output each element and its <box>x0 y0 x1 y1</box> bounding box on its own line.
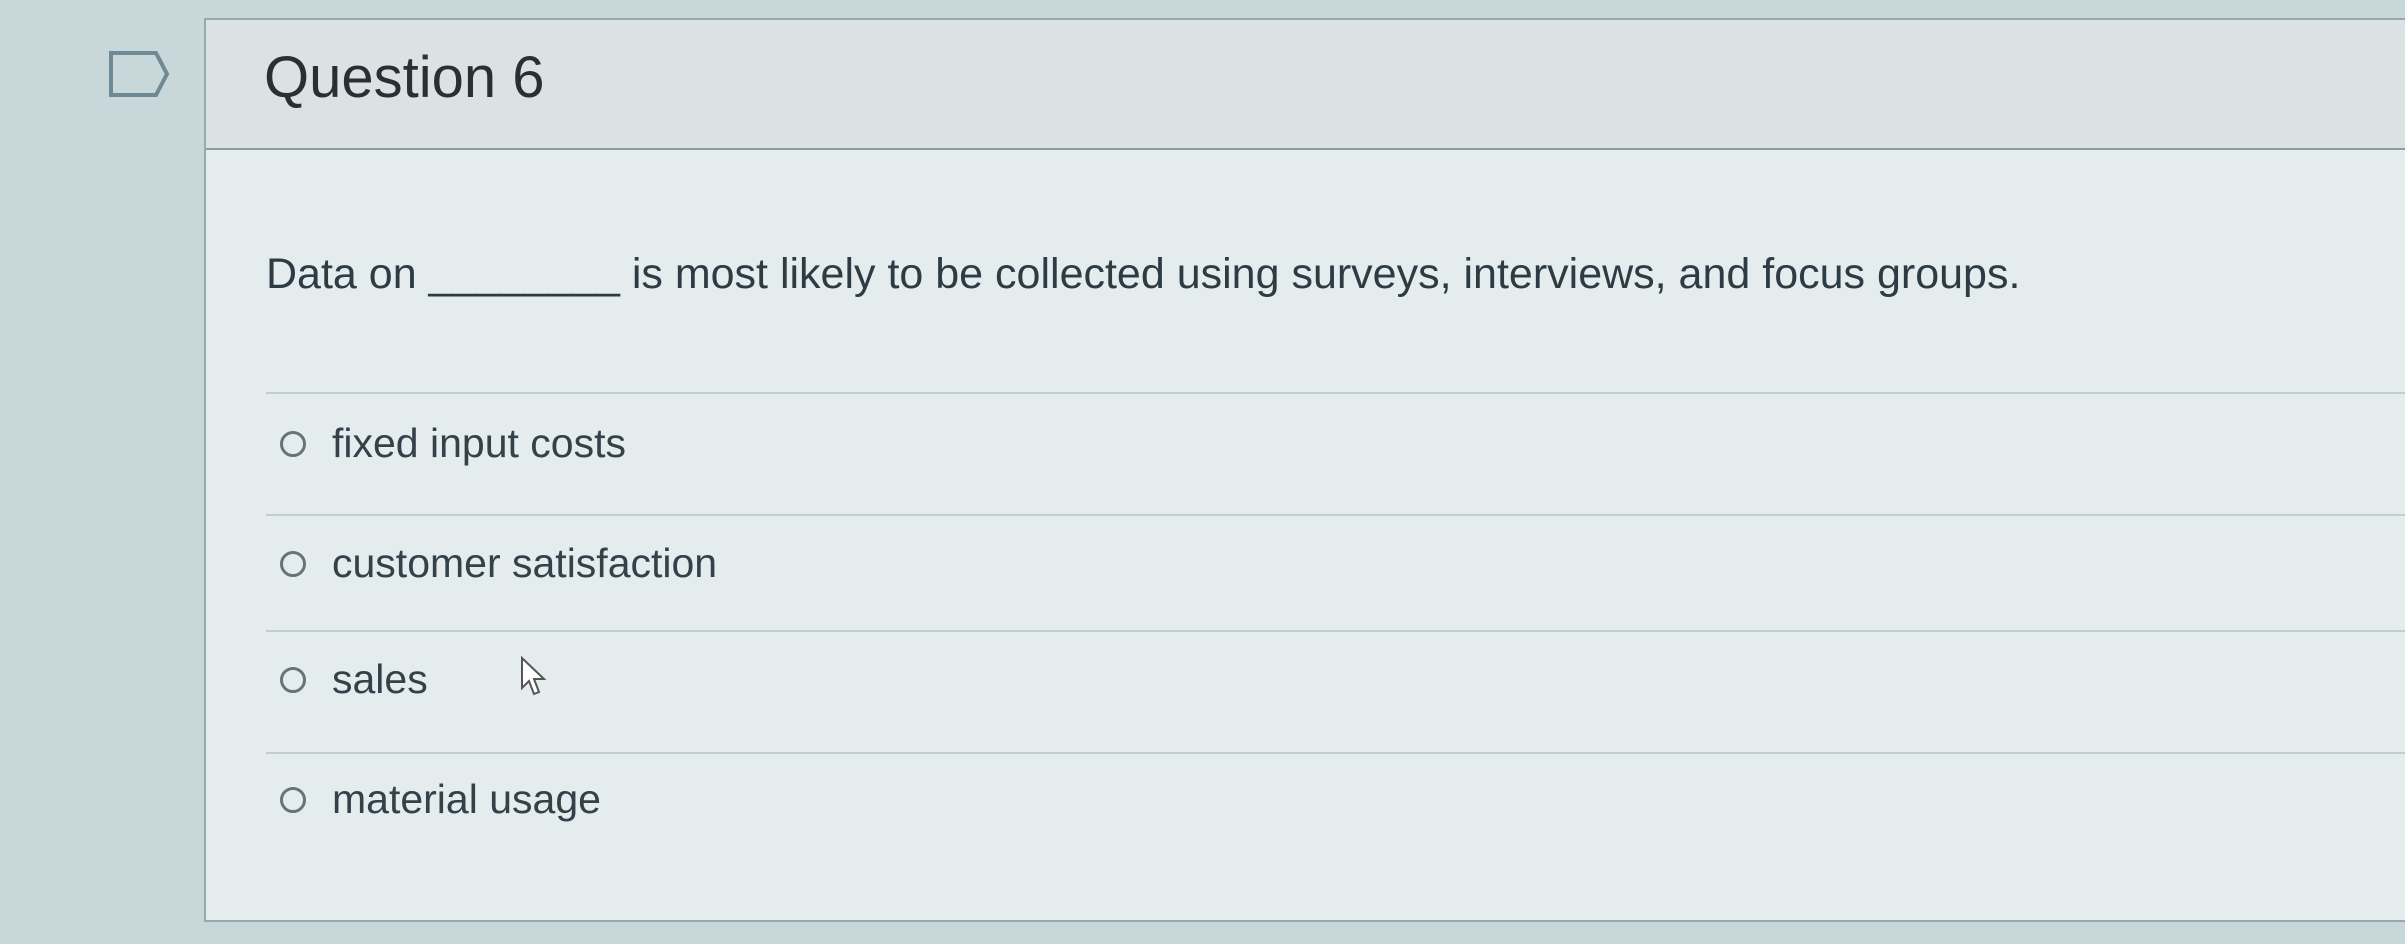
divider <box>266 514 2405 516</box>
radio-button[interactable] <box>280 786 306 813</box>
question-text: Data on ________ is most likely to be co… <box>266 250 2021 298</box>
answer-option-1[interactable]: fixed input costs <box>280 420 626 467</box>
option-label: fixed input costs <box>332 420 626 466</box>
divider <box>266 392 2405 394</box>
flag-question-icon[interactable] <box>108 50 170 98</box>
question-title: Question 6 <box>264 45 545 110</box>
radio-button[interactable] <box>280 550 306 577</box>
question-card: Question 6 Data on ________ is most like… <box>204 18 2405 922</box>
divider <box>266 752 2405 754</box>
option-label: material usage <box>332 776 601 822</box>
divider <box>266 630 2405 632</box>
answer-option-2[interactable]: customer satisfaction <box>280 540 717 587</box>
mouse-pointer-icon <box>521 656 547 696</box>
radio-button[interactable] <box>280 430 306 457</box>
radio-button[interactable] <box>280 666 306 693</box>
option-label: customer satisfaction <box>332 540 718 586</box>
question-header: Question 6 <box>206 20 2405 150</box>
answer-option-4[interactable]: material usage <box>280 776 601 823</box>
option-label: sales <box>332 656 428 702</box>
answer-option-3[interactable]: sales <box>280 656 428 703</box>
